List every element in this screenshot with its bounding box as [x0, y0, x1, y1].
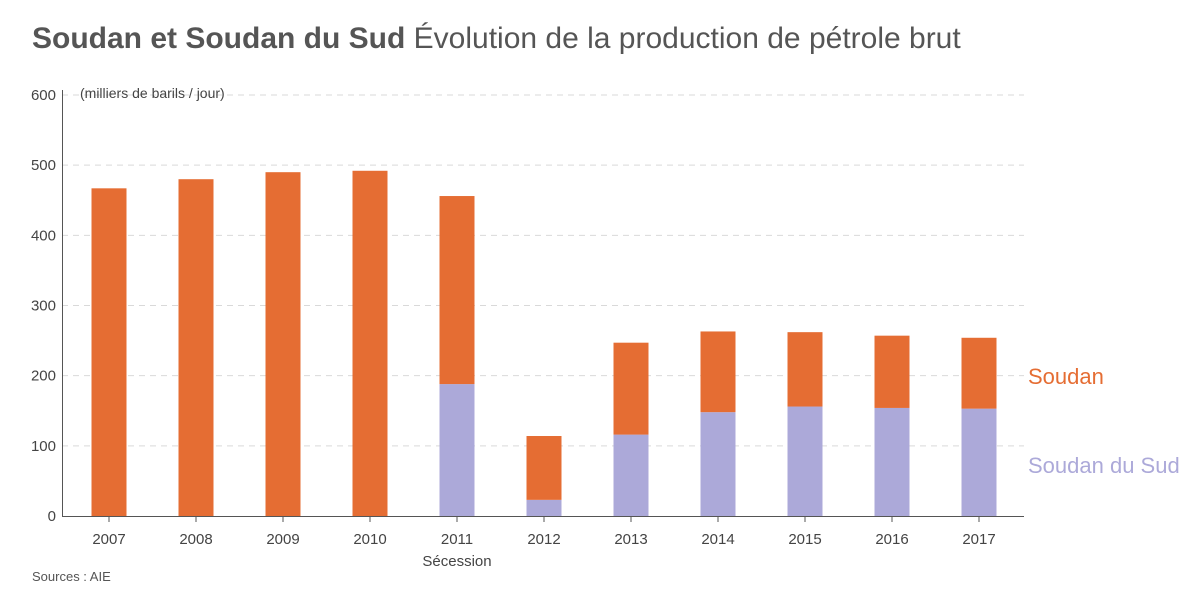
bar-soudan-2007 — [91, 188, 127, 517]
x-tick-label: 2015 — [788, 531, 821, 548]
x-tick-label: 2017 — [962, 531, 995, 548]
x-tick-label: 2014 — [701, 531, 734, 548]
y-tick-label: 400 — [31, 227, 56, 244]
axis-labels: 0 100 200 300 400 500 600 2007 2008 2009 2010 2011 2… — [31, 87, 996, 570]
bar-soudan-du-sud-2017 — [961, 408, 997, 516]
y-tick-label: 100 — [31, 438, 56, 455]
x-tick-label: 2011 — [441, 531, 473, 548]
legend-soudan: Soudan — [1028, 364, 1104, 389]
bar-soudan-2009 — [265, 172, 301, 516]
x-tick-label: 2007 — [92, 531, 125, 548]
axes — [62, 90, 1024, 522]
y-tick-label: 200 — [31, 368, 56, 385]
bar-soudan-2017 — [961, 337, 997, 409]
chart-title-bold: Soudan et Soudan du Sud — [32, 22, 406, 55]
bar-soudan-2014 — [700, 331, 736, 413]
x-tick-label: 2009 — [266, 531, 299, 548]
y-tick-label: 600 — [31, 87, 56, 104]
bar-soudan-du-sud-2015 — [787, 406, 823, 516]
x-tick-label: 2010 — [353, 531, 386, 548]
annotation-secession: Sécession — [422, 553, 491, 570]
x-tick-label: 2016 — [875, 531, 908, 548]
bar-soudan-2013 — [613, 342, 649, 435]
y-tick-label: 500 — [31, 157, 56, 174]
x-tick-label: 2012 — [527, 531, 560, 548]
bar-soudan-du-sud-2014 — [700, 412, 736, 516]
bar-soudan-2016 — [874, 335, 910, 408]
bar-soudan-2012 — [526, 436, 562, 500]
bar-soudan-du-sud-2013 — [613, 434, 649, 516]
y-tick-label: 0 — [48, 508, 56, 525]
legend-soudan-du-sud: Soudan du Sud — [1028, 453, 1180, 478]
bar-soudan-du-sud-2011 — [439, 384, 475, 516]
x-tick-label: 2013 — [614, 531, 647, 548]
y-tick-label: 300 — [31, 298, 56, 315]
x-tick-label: 2008 — [179, 531, 212, 548]
bar-soudan-2010 — [352, 170, 388, 516]
chart-title: Soudan et Soudan du Sud Évolution de la … — [32, 22, 961, 56]
bar-soudan-du-sud-2012 — [526, 499, 562, 516]
bar-soudan-2015 — [787, 332, 823, 407]
y-axis-unit-label: (milliers de barils / jour) — [80, 85, 225, 101]
legend: Soudan du Sud Soudan — [1028, 364, 1180, 478]
bar-soudan-du-sud-2016 — [874, 407, 910, 516]
bars — [91, 170, 997, 517]
chart-title-subtitle: Évolution de la production de pétrole br… — [413, 22, 961, 55]
bar-soudan-2011 — [439, 196, 475, 385]
bar-soudan-2008 — [178, 179, 214, 516]
source-note: Sources : AIE — [32, 569, 111, 584]
